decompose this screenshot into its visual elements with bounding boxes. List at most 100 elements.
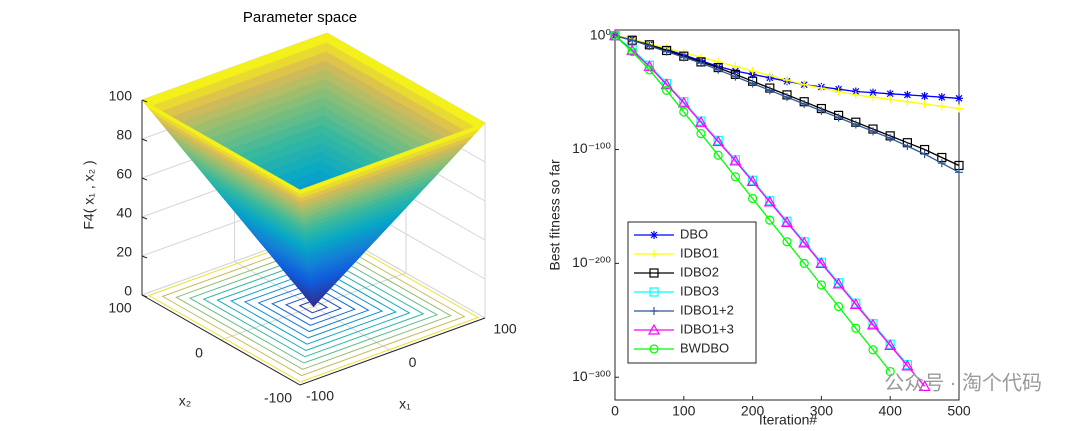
- marker: [765, 215, 775, 225]
- legend-box: [627, 221, 757, 364]
- marker: [920, 100, 929, 108]
- marker: [903, 97, 912, 106]
- legend-label: BWDBO: [680, 340, 729, 355]
- marker: [610, 31, 620, 41]
- y-tick-label: 10⁰: [590, 26, 612, 42]
- marker: [955, 104, 963, 113]
- marker: [696, 128, 706, 139]
- marker: [645, 41, 654, 50]
- marker: [886, 95, 895, 104]
- marker: [644, 65, 655, 75]
- marker: [851, 90, 860, 99]
- marker: [730, 172, 741, 182]
- tick-mark: [141, 99, 148, 103]
- x-tick-label: 500: [947, 403, 971, 419]
- z-axis-label: F4( x₁ , x₂ ): [81, 160, 97, 229]
- marker: [661, 85, 672, 95]
- legend-marker: [649, 344, 659, 354]
- legend-marker: [650, 307, 658, 315]
- marker: [765, 86, 774, 95]
- y-tick-label: 100: [108, 300, 132, 316]
- marker: [886, 89, 895, 98]
- marker: [937, 159, 946, 168]
- marker: [817, 106, 826, 115]
- marker: [780, 216, 794, 227]
- legend-marker: [650, 250, 658, 258]
- y-tick-label: 10⁻¹⁰⁰: [572, 140, 611, 156]
- marker: [833, 302, 844, 312]
- axis-line: [141, 100, 486, 386]
- x-tick-label: 200: [741, 403, 765, 419]
- watermark: 公众号 · 淘个代码: [884, 371, 1042, 394]
- z-tick-label: 40: [116, 205, 132, 221]
- marker: [679, 107, 689, 117]
- legend-label: IDBO2: [680, 264, 719, 279]
- legend-label: DBO: [680, 226, 708, 241]
- marker: [660, 78, 673, 90]
- marker: [903, 142, 912, 151]
- x-tick-label: 400: [879, 403, 903, 419]
- x-tick-label: 0: [409, 354, 417, 370]
- marker: [955, 168, 963, 177]
- marker: [714, 57, 723, 66]
- marker: [866, 318, 880, 330]
- legend-label: IDBO1: [680, 245, 719, 260]
- z-tick-label: 60: [116, 166, 132, 182]
- marker: [851, 323, 861, 333]
- x-axis-label: x₁: [399, 396, 411, 412]
- tick-mark: [141, 177, 148, 181]
- z-tick-label: 80: [116, 127, 132, 143]
- series-line: [614, 35, 926, 387]
- marker: [920, 150, 929, 159]
- tick-mark: [141, 216, 148, 220]
- x-tick-label: 0: [611, 403, 619, 419]
- marker: [884, 339, 897, 350]
- legend-marker: [650, 231, 658, 239]
- tick-mark: [141, 294, 148, 298]
- marker: [886, 134, 895, 143]
- marker: [662, 47, 671, 56]
- marker: [849, 298, 862, 309]
- marker: [729, 154, 742, 166]
- marker: [697, 59, 705, 68]
- y-axis-label: Best fitness so far: [547, 159, 563, 271]
- marker: [731, 72, 740, 81]
- marker: [901, 359, 914, 371]
- legend-marker: [649, 268, 659, 278]
- marker: [679, 53, 688, 62]
- marker: [714, 65, 723, 74]
- z-tick-label: 100: [109, 88, 133, 104]
- marker: [834, 87, 843, 96]
- surface-title: Parameter space: [243, 9, 357, 26]
- marker: [763, 195, 776, 207]
- marker: [868, 345, 878, 355]
- legend-label: IDBO1+2: [680, 302, 734, 317]
- legend-marker: [647, 323, 661, 335]
- x-tick-label: -100: [306, 388, 334, 404]
- marker: [869, 93, 877, 102]
- marker: [920, 92, 929, 101]
- marker: [851, 120, 860, 129]
- marker: [903, 90, 912, 99]
- z-tick-label: 20: [116, 244, 132, 260]
- marker: [937, 93, 946, 102]
- marker: [627, 47, 637, 57]
- marker: [885, 366, 895, 377]
- marker: [816, 280, 827, 290]
- legend-marker: [649, 287, 659, 297]
- marker: [782, 237, 792, 247]
- marker: [783, 93, 791, 102]
- marker: [869, 88, 877, 97]
- marker: [798, 236, 811, 248]
- legend-label: IDBO1+3: [680, 321, 734, 336]
- y-tick-label: -100: [264, 390, 292, 406]
- marker: [747, 193, 758, 204]
- marker: [817, 84, 826, 93]
- marker: [746, 175, 759, 187]
- marker: [731, 62, 740, 71]
- marker: [628, 36, 637, 45]
- x-tick-label: 100: [672, 403, 696, 419]
- x-tick-label: 300: [810, 403, 834, 419]
- x-axis-label: Iteration#: [759, 412, 818, 428]
